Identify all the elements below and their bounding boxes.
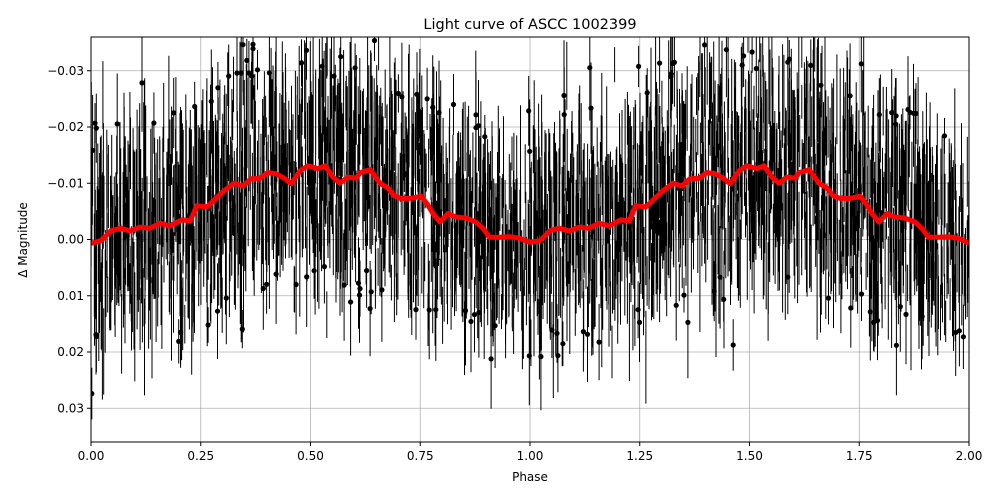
x-tick-label: 0.00	[78, 449, 105, 463]
x-tick-label: 0.25	[187, 449, 214, 463]
binned-mean-curve	[91, 163, 969, 246]
x-tick-label: 0.50	[297, 449, 324, 463]
x-axis-ticks: 0.00 0.25 0.50 0.75 1.00 1.25 1.50 1.75 2.00	[78, 442, 983, 463]
x-tick-label: 0.75	[407, 449, 434, 463]
x-axis-label: Phase	[512, 470, 548, 484]
y-tick-label: 0.00	[57, 233, 84, 247]
observation-points	[91, 37, 967, 397]
x-tick-label: 1.75	[846, 449, 873, 463]
chart-title: Light curve of ASCC 1002399	[423, 17, 636, 33]
y-tick-label: 0.03	[57, 401, 84, 415]
x-tick-label: 2.00	[956, 449, 983, 463]
y-axis-ticks: −0.03 −0.02 −0.01 0.00 0.01 0.02 0.03	[47, 64, 91, 415]
x-tick-label: 1.50	[736, 449, 763, 463]
y-tick-label: −0.01	[47, 176, 84, 190]
y-tick-label: 0.01	[57, 289, 84, 303]
x-tick-label: 1.25	[626, 449, 653, 463]
y-tick-label: −0.03	[47, 64, 84, 78]
y-tick-label: −0.02	[47, 120, 84, 134]
y-tick-label: 0.02	[57, 345, 84, 359]
x-tick-label: 1.00	[517, 449, 544, 463]
y-axis-label: Δ Magnitude	[16, 202, 30, 278]
